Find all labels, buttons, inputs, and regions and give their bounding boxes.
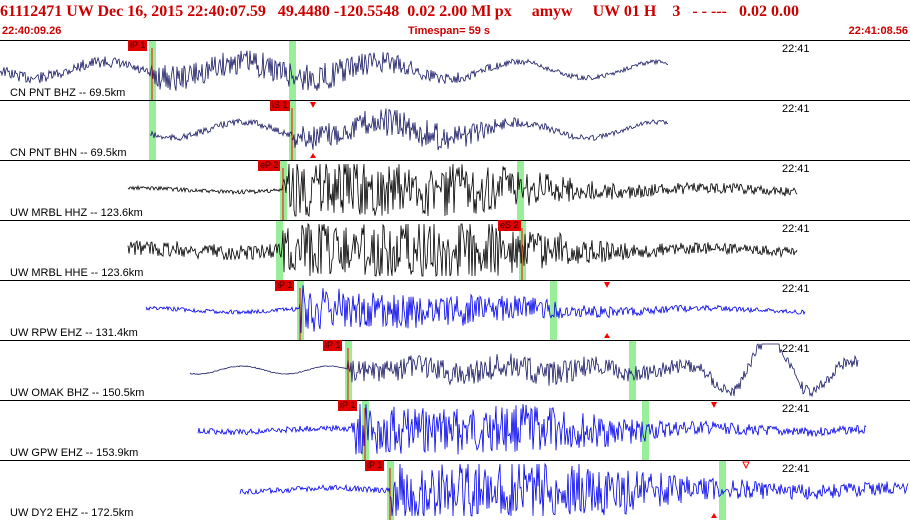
event-lon: -120.5548 — [333, 3, 400, 20]
trace-canvas — [0, 100, 910, 160]
trace-time-label: 22:41 — [782, 163, 810, 175]
bottom-triangle-marker — [310, 153, 316, 158]
trace-canvas — [0, 160, 910, 220]
trace-row[interactable]: iP 1 22:41 UW GPW EHZ -- 153.9km — [0, 400, 910, 460]
station-label: CN PNT BHN -- 69.5km — [10, 147, 127, 159]
event-dashes: - - --- — [692, 3, 727, 20]
timespan: Timespan= 59 s — [408, 25, 491, 37]
waveform — [149, 108, 669, 151]
top-triangle-marker — [711, 402, 717, 408]
pick-tag[interactable]: iP 1 — [323, 340, 343, 351]
pick-tag[interactable]: eP 2 — [258, 160, 281, 171]
event-depth-mag: 0.02 2.00 — [407, 3, 468, 20]
pick-tag[interactable]: eS 2 — [498, 220, 521, 231]
pick-tag[interactable]: iP 1 — [365, 460, 385, 471]
trace-time-label: 22:41 — [782, 343, 810, 355]
start-time: 22:40:09.26 — [2, 25, 62, 37]
trace-canvas — [0, 220, 910, 280]
event-lat: 49.4480 — [277, 3, 330, 20]
pick-tag[interactable]: iP 1 — [128, 40, 148, 51]
station-label: UW OMAK BHZ -- 150.5km — [10, 387, 145, 399]
trace-time-label: 22:41 — [782, 223, 810, 235]
station-label: UW GPW EHZ -- 153.9km — [10, 447, 139, 459]
waveform — [197, 403, 867, 455]
secondary-window-band — [550, 281, 557, 340]
trace-canvas — [0, 280, 910, 340]
top-triangle-marker — [604, 282, 610, 288]
event-datetime: Dec 16, 2015 22:40:07.59 — [97, 3, 266, 20]
waveform — [127, 163, 798, 218]
waveform — [145, 285, 806, 334]
trace-row[interactable]: iP 1 22:41 UW OMAK BHZ -- 150.5km — [0, 340, 910, 400]
trace-canvas — [0, 40, 910, 100]
event-quality: 3 — [672, 3, 681, 20]
trace-canvas — [0, 400, 910, 460]
trace-row[interactable]: iP 1 22:41 CN PNT BHZ -- 69.5km — [0, 40, 910, 100]
bottom-triangle-marker — [604, 333, 610, 338]
secondary-window-band — [517, 161, 524, 220]
event-residual: 0.02 0.00 — [738, 3, 799, 20]
secondary-window-band — [629, 341, 636, 400]
secondary-window-band — [642, 401, 649, 460]
event-flags: UW 01 H — [592, 3, 657, 20]
event-summary-line: 61112471 UW Dec 16, 2015 22:40:07.59 49.… — [0, 0, 799, 24]
event-network: UW — [66, 3, 94, 20]
waveform — [239, 462, 909, 517]
pick-tag[interactable]: iS 1 — [270, 100, 290, 111]
trace-row[interactable]: iP 1 22:41 UW DY2 EHZ -- 172.5km — [0, 460, 910, 520]
station-label: UW DY2 EHZ -- 172.5km — [10, 507, 134, 519]
top-triangle-marker — [310, 102, 316, 108]
trace-row[interactable]: eP 2 22:41 UW MRBL HHZ -- 123.6km — [0, 160, 910, 220]
event-units: px — [494, 3, 512, 20]
trace-canvas — [0, 340, 910, 400]
event-header: 61112471 UW Dec 16, 2015 22:40:07.59 49.… — [0, 0, 910, 40]
trace-canvas — [0, 460, 910, 520]
waveform — [0, 50, 669, 91]
station-label: UW RPW EHZ -- 131.4km — [10, 327, 138, 339]
station-label: UW MRBL HHE -- 123.6km — [10, 267, 144, 279]
event-mag-type: Ml — [471, 3, 491, 20]
trace-time-label: 22:41 — [782, 403, 810, 415]
trace-row[interactable]: eS 2 22:41 UW MRBL HHE -- 123.6km — [0, 220, 910, 280]
trace-row[interactable]: iS 1 22:41 CN PNT BHN -- 69.5km — [0, 100, 910, 160]
station-label: CN PNT BHZ -- 69.5km — [10, 87, 126, 99]
event-id: 61112471 — [0, 3, 63, 20]
trace-time-label: 22:41 — [782, 463, 810, 475]
secondary-window-band — [289, 41, 296, 100]
trace-row[interactable]: iP 1 22:41 UW RPW EHZ -- 131.4km — [0, 280, 910, 340]
end-time: 22:41:08.56 — [848, 25, 908, 37]
trace-time-label: 22:41 — [782, 43, 810, 55]
trace-time-label: 22:41 — [782, 103, 810, 115]
open-triangle-marker — [742, 461, 750, 470]
waveform — [127, 222, 798, 278]
waveform — [189, 343, 859, 398]
trace-time-label: 22:41 — [782, 283, 810, 295]
pick-tag[interactable]: iP 1 — [275, 280, 295, 291]
event-author: amyw — [531, 3, 573, 20]
bottom-triangle-marker — [711, 513, 717, 518]
secondary-window-band — [149, 101, 156, 160]
pick-tag[interactable]: iP 1 — [338, 400, 358, 411]
station-label: UW MRBL HHZ -- 123.6km — [10, 207, 143, 219]
